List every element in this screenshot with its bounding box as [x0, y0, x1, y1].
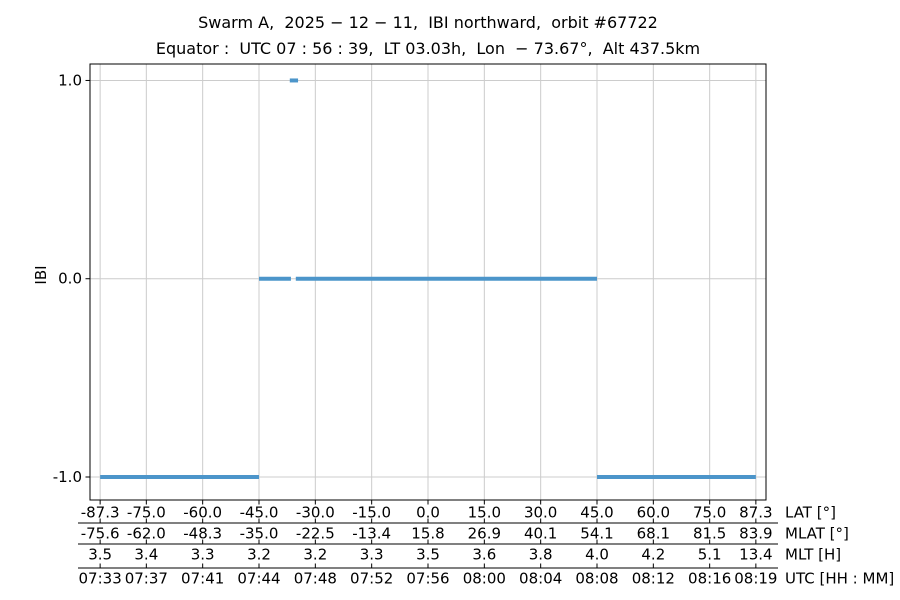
x-tick-label: -22.5 [296, 525, 335, 543]
x-tick-label: 3.3 [191, 546, 215, 564]
x-tick-label: 08:00 [463, 570, 506, 588]
x-tick-label: 3.5 [416, 546, 440, 564]
x-tick-label: 5.1 [698, 546, 722, 564]
x-tick-label: 45.0 [580, 504, 613, 522]
x-tick-label: 3.2 [303, 546, 327, 564]
x-tick-label: 3.6 [472, 546, 496, 564]
x-tick-label: 54.1 [580, 525, 613, 543]
x-tick-label: 3.3 [360, 546, 384, 564]
x-tick-label: 60.0 [637, 504, 670, 522]
x-tick-label: -30.0 [296, 504, 335, 522]
x-tick-label: 13.4 [739, 546, 772, 564]
x-tick-label: -75.6 [81, 525, 120, 543]
x-tick-label: 3.5 [88, 546, 112, 564]
x-tick-label: 83.9 [739, 525, 772, 543]
x-tick-label: -35.0 [240, 525, 279, 543]
chart-subtitle: Equator : UTC 07 : 56 : 39, LT 03.03h, L… [155, 39, 701, 58]
x-tick-label: -45.0 [240, 504, 279, 522]
x-tick-label: 4.2 [641, 546, 665, 564]
x-tick-label: -13.4 [352, 525, 391, 543]
axis-row-label: UTC [HH : MM] [785, 570, 894, 588]
x-tick-label: 0.0 [416, 504, 440, 522]
chart-title: Swarm A, 2025 − 12 − 11, IBI northward, … [198, 13, 658, 32]
x-tick-label: -60.0 [183, 504, 222, 522]
x-tick-label: 15.0 [468, 504, 501, 522]
x-tick-label: 40.1 [524, 525, 557, 543]
y-tick-label: 0.0 [58, 270, 82, 288]
x-tick-label: 81.5 [693, 525, 726, 543]
x-tick-label: 07:33 [79, 570, 122, 588]
x-tick-label: 07:48 [294, 570, 337, 588]
x-tick-label: 07:37 [125, 570, 168, 588]
x-tick-label: 08:19 [734, 570, 777, 588]
axis-row-label: LAT [°] [785, 504, 836, 522]
x-tick-label: 08:04 [519, 570, 562, 588]
x-tick-label: 15.8 [411, 525, 444, 543]
x-tick-label: 07:56 [406, 570, 449, 588]
x-tick-label: 4.0 [585, 546, 609, 564]
x-tick-label: 07:44 [237, 570, 280, 588]
x-tick-label: -87.3 [81, 504, 120, 522]
x-tick-label: -48.3 [183, 525, 222, 543]
x-tick-label: -15.0 [352, 504, 391, 522]
x-tick-label: 68.1 [637, 525, 670, 543]
x-tick-label: 08:16 [688, 570, 731, 588]
x-tick-label: 26.9 [468, 525, 501, 543]
x-tick-label: 08:08 [575, 570, 618, 588]
axis-row-label: MLT [H] [785, 546, 841, 564]
x-tick-label: -62.0 [127, 525, 166, 543]
x-tick-label: 07:41 [181, 570, 224, 588]
x-tick-label: 75.0 [693, 504, 726, 522]
x-tick-label: -75.0 [127, 504, 166, 522]
x-tick-label: 30.0 [524, 504, 557, 522]
x-tick-label: 08:12 [632, 570, 675, 588]
x-tick-label: 87.3 [739, 504, 772, 522]
axis-row-label: MLAT [°] [785, 525, 849, 543]
x-tick-label: 3.2 [247, 546, 271, 564]
y-tick-label: -1.0 [53, 468, 82, 486]
y-tick-label: 1.0 [58, 71, 82, 89]
x-tick-label: 07:52 [350, 570, 393, 588]
x-tick-label: 3.4 [134, 546, 158, 564]
x-tick-label: 3.8 [529, 546, 553, 564]
